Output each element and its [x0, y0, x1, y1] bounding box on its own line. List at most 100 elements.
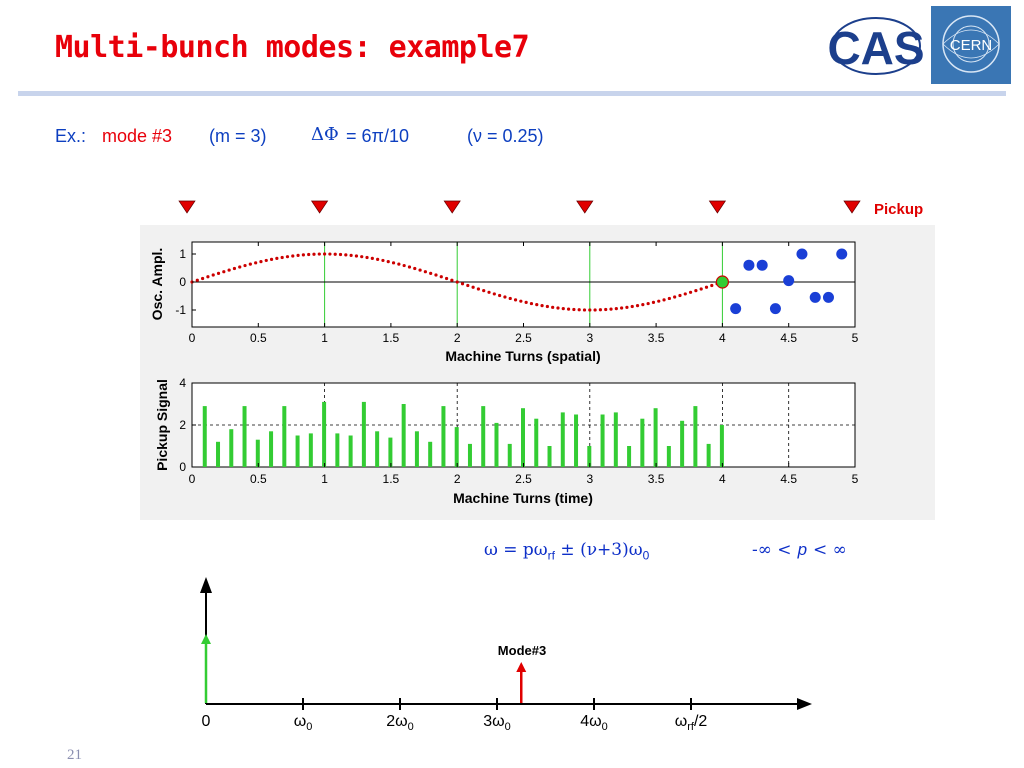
pickup-label: Pickup: [874, 201, 923, 218]
bunch-point: [836, 248, 848, 260]
pickup-bar: [401, 404, 406, 467]
pickup-bar: [680, 420, 685, 467]
wave-point: [487, 290, 491, 294]
wave-point: [429, 271, 433, 275]
wave-point: [407, 265, 412, 269]
wave-point: [301, 253, 305, 257]
mode3-arrowhead: [516, 662, 527, 672]
wave-point: [482, 289, 486, 293]
wave-point: [614, 307, 618, 311]
wave-point: [323, 252, 327, 256]
pickup-bar: [467, 443, 472, 467]
x-tick-label: 3.5: [648, 331, 665, 345]
x-tick-label: 0: [189, 331, 196, 345]
wave-point: [275, 256, 279, 260]
pickup-y-axis-label: Pickup Signal: [154, 379, 170, 471]
x-tick-label: 3: [586, 472, 593, 486]
wave-point: [423, 270, 427, 274]
bunch-point: [743, 259, 755, 271]
wave-point: [238, 265, 242, 269]
pickup-bar: [600, 414, 605, 467]
pickup-bar: [481, 406, 486, 467]
wave-point: [641, 303, 645, 307]
wave-point: [264, 258, 268, 263]
spectrum-tick-label: 4ω0: [580, 713, 608, 733]
formula-lhs: ω = pω: [484, 540, 548, 560]
wave-point: [312, 252, 316, 256]
wave-point: [455, 280, 459, 284]
y-tick-label: -1: [175, 303, 186, 317]
pickup-marker: [843, 200, 861, 214]
x-tick-label: 4: [719, 472, 726, 486]
wave-point: [296, 253, 300, 257]
pickup-bar: [454, 427, 459, 467]
wave-point: [354, 254, 359, 258]
pickup-bar: [242, 406, 247, 467]
wave-point: [593, 308, 597, 312]
wave-point: [227, 268, 231, 272]
pickup-bar: [295, 435, 300, 467]
pickup-bar: [706, 443, 711, 467]
wave-point: [328, 252, 332, 256]
pickup-bar: [719, 425, 724, 467]
wave-point: [317, 252, 321, 256]
x-tick-label: 4.5: [780, 331, 797, 345]
pickup-marker: [443, 200, 461, 214]
pickup-bar: [216, 441, 221, 467]
wave-point: [365, 255, 369, 260]
example-mode: mode #3: [102, 126, 173, 146]
pickup-bar: [202, 406, 207, 467]
example-nu: (ν = 0.25): [467, 126, 544, 146]
wave-point: [195, 278, 199, 282]
wave-point: [397, 262, 401, 266]
wave-point: [476, 287, 481, 291]
wave-point: [376, 257, 380, 261]
wave-point: [349, 253, 353, 257]
pickup-plot: 0 0.5 1 1.5 2 2.5 3 3.5 4 4.5 5 4 2 0: [179, 376, 858, 486]
x-tick-label: 1: [321, 331, 328, 345]
pickup-bar: [441, 406, 446, 467]
x-tick-label: 5: [852, 331, 859, 345]
cas-logo-text: CAS: [827, 22, 924, 74]
pickup-bar: [560, 412, 565, 467]
wave-point: [710, 283, 714, 288]
wave-point: [243, 263, 247, 268]
x-tick-label: 0.5: [250, 331, 267, 345]
wave-point: [333, 252, 337, 256]
cern-logo: CERN: [931, 6, 1011, 84]
wave-point: [201, 276, 205, 281]
pickup-bar: [627, 446, 632, 467]
wave-point: [222, 270, 226, 274]
wave-point: [513, 298, 518, 302]
pickup-bar: [322, 401, 327, 467]
bunch-point: [809, 291, 821, 303]
pickup-bar: [521, 408, 525, 467]
wave-point: [492, 292, 496, 296]
wave-point: [338, 252, 343, 257]
y-tick-label: 0: [179, 275, 186, 289]
wave-point: [588, 308, 592, 312]
bunch-point: [783, 275, 795, 287]
spectrum-x-arrowhead: [797, 698, 812, 710]
wave-point: [657, 299, 661, 303]
x-tick-label: 0.5: [250, 472, 267, 486]
wave-point: [577, 308, 581, 312]
wave-point: [466, 283, 470, 288]
x-tick-label: 2: [454, 331, 461, 345]
pickup-x-axis-label: Machine Turns (time): [453, 490, 593, 506]
x-tick-label: 1.5: [383, 472, 400, 486]
pickup-bar: [335, 433, 340, 467]
osc-plot-frame: [191, 241, 856, 328]
wave-point: [211, 273, 215, 277]
wave-point: [678, 293, 682, 298]
wave-point: [259, 259, 263, 264]
osc-plot: 0 0.5 1 1.5 2 2.5 3 3.5 4 4.5 510-1: [175, 242, 859, 345]
p-range: -∞ < p < ∞: [752, 540, 847, 560]
pickup-bar: [693, 406, 698, 467]
formula-sub-rf: rf: [547, 548, 556, 563]
wave-point: [673, 295, 677, 299]
wave-point: [498, 293, 502, 298]
wave-point: [254, 261, 258, 265]
pickup-bar: [229, 429, 234, 467]
